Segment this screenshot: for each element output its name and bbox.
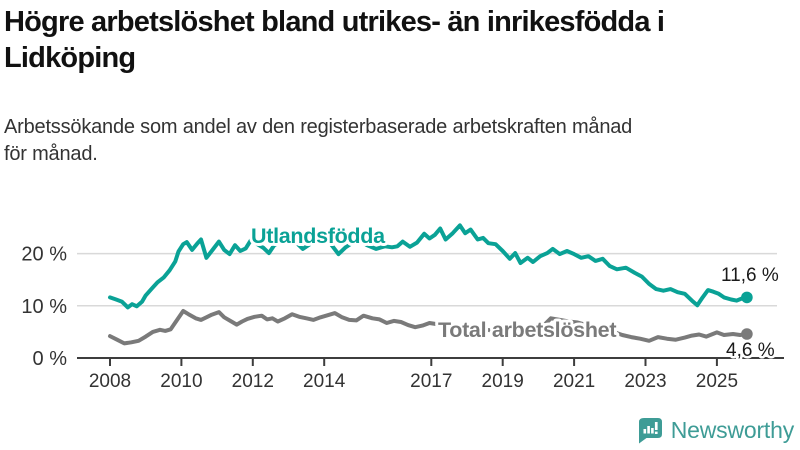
total-arbetsloshet-end-value-label: 4,6 %: [726, 340, 775, 361]
total-arbetsloshet-line: [108, 309, 749, 346]
page-title: Högre arbetslöshet bland utrikes- än inr…: [4, 4, 798, 76]
newsworthy-logo: Newsworthy: [638, 415, 794, 445]
utlandsfodda-series-label: Utlandsfödda: [251, 224, 386, 248]
x-tick-label: 2019: [482, 371, 524, 392]
utlandsfodda-line: [108, 223, 749, 310]
page-title-line-2: Lidköping: [4, 42, 136, 74]
x-tick-label: 2012: [232, 371, 274, 392]
x-tick-label: 2023: [624, 371, 666, 392]
x-tick-label: 2021: [553, 371, 595, 392]
x-tick-label: 2017: [410, 371, 452, 392]
y-tick-label: 0 %: [33, 348, 68, 370]
newsworthy-logo-text: Newsworthy: [670, 416, 794, 443]
total-arbetsloshet-end-dot: [741, 328, 753, 340]
x-tick-label: 2014: [303, 371, 346, 392]
y-axis-labels: 0 % 10 % 20 %: [21, 244, 67, 370]
y-tick-label: 20 %: [21, 244, 67, 266]
x-tick-label: 2010: [160, 371, 202, 392]
x-axis-ticks: [109, 358, 718, 366]
utlandsfodda-end-value-label: 11,6 %: [721, 265, 779, 286]
chart-subtitle-line-2: för månad.: [4, 143, 98, 165]
logo-bars: [643, 421, 658, 434]
x-axis-tick-labels: 2008 2010 2012 2014 2017 2019 2021 2023 2025: [89, 371, 738, 392]
chart-subtitle-line-1: Arbetssökande som andel av den registerb…: [4, 116, 633, 138]
x-tick-label: 2008: [89, 371, 131, 392]
x-tick-label: 2025: [696, 371, 738, 392]
page-title-line-1: Högre arbetslöshet bland utrikes- än inr…: [4, 6, 665, 38]
utlandsfodda-end-dot: [741, 291, 753, 304]
y-tick-label: 10 %: [21, 296, 67, 318]
chart-subtitle: Arbetssökande som andel av den registerb…: [4, 114, 798, 168]
total-arbetsloshet-series-label: Total arbetslöshet: [438, 318, 616, 342]
newsworthy-logo-icon: [638, 417, 662, 443]
gridlines: [77, 252, 777, 307]
